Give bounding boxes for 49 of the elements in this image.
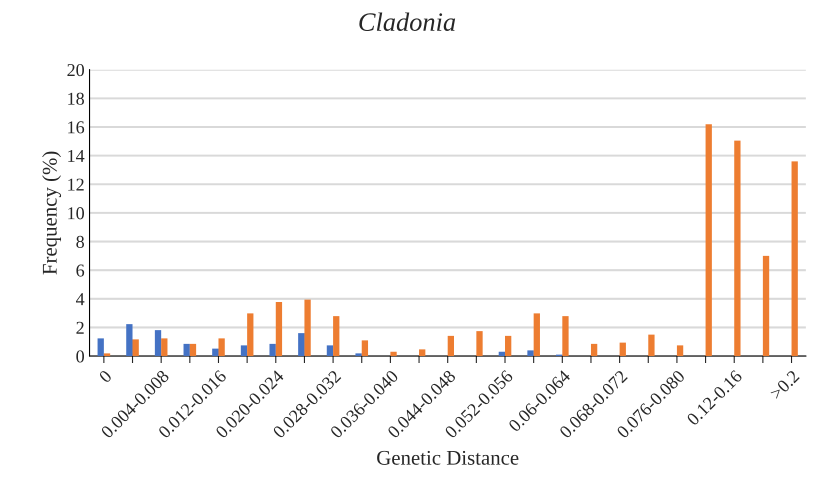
bar — [212, 348, 218, 356]
y-tick-label: 2 — [76, 322, 84, 334]
bar — [184, 344, 190, 356]
bar — [562, 316, 569, 356]
bar — [762, 256, 770, 356]
bar — [620, 342, 626, 356]
y-tick-label: 4 — [76, 293, 84, 306]
bar — [154, 330, 162, 356]
bar — [448, 336, 454, 356]
bar — [161, 338, 168, 356]
bar — [333, 316, 340, 356]
bar — [126, 324, 133, 356]
y-tick-label: 10 — [68, 207, 84, 220]
bar — [304, 300, 311, 356]
x-axis-title: Genetic Distance — [377, 450, 518, 465]
chart-title: Cladonia — [359, 12, 456, 32]
bar — [734, 140, 741, 356]
bar — [132, 339, 139, 356]
bar — [269, 344, 276, 356]
bar — [190, 344, 196, 356]
y-axis-title: Frequency (%) — [42, 152, 62, 274]
bar — [240, 345, 248, 356]
bar — [792, 161, 798, 356]
y-tick-label: 20 — [67, 64, 84, 76]
bar — [527, 350, 534, 356]
bar — [590, 344, 598, 356]
bar — [298, 333, 304, 356]
y-tick-label: 18 — [68, 92, 84, 105]
bar — [326, 345, 334, 356]
bar — [648, 334, 655, 356]
bar — [534, 313, 540, 356]
bar — [419, 349, 426, 356]
bar — [98, 338, 104, 356]
bar — [676, 345, 684, 356]
y-tick-label: 16 — [68, 121, 84, 134]
bar — [706, 124, 712, 356]
y-tick-label: 12 — [68, 178, 84, 191]
y-tick-label: 8 — [76, 236, 84, 248]
bar — [276, 302, 282, 356]
bar — [498, 352, 506, 356]
bar — [505, 336, 512, 356]
y-tick-label: 0 — [76, 350, 84, 363]
bar — [247, 313, 254, 356]
x-tick-label: >0.2 — [769, 370, 800, 400]
bar — [218, 338, 225, 356]
y-tick-label: 6 — [76, 264, 84, 277]
bar — [362, 340, 368, 356]
y-tick-label: 14 — [68, 150, 84, 162]
bar — [476, 331, 483, 356]
